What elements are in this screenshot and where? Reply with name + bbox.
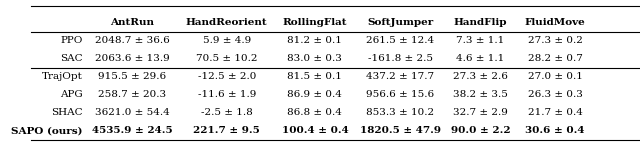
Text: 70.5 ± 10.2: 70.5 ± 10.2: [196, 54, 257, 63]
Text: HandReorient: HandReorient: [186, 18, 268, 27]
Text: 7.3 ± 1.1: 7.3 ± 1.1: [456, 36, 505, 45]
Text: 38.2 ± 3.5: 38.2 ± 3.5: [453, 90, 508, 99]
Text: 21.7 ± 0.4: 21.7 ± 0.4: [527, 108, 582, 117]
Text: 956.6 ± 15.6: 956.6 ± 15.6: [366, 90, 434, 99]
Text: RollingFlat: RollingFlat: [283, 18, 347, 27]
Text: 26.3 ± 0.3: 26.3 ± 0.3: [527, 90, 582, 99]
Text: 86.9 ± 0.4: 86.9 ± 0.4: [287, 90, 342, 99]
Text: FluidMove: FluidMove: [525, 18, 586, 27]
Text: 100.4 ± 0.4: 100.4 ± 0.4: [282, 126, 348, 135]
Text: 221.7 ± 9.5: 221.7 ± 9.5: [193, 126, 260, 135]
Text: 81.2 ± 0.1: 81.2 ± 0.1: [287, 36, 342, 45]
Text: SAPO (ours): SAPO (ours): [11, 126, 83, 135]
Text: 28.2 ± 0.7: 28.2 ± 0.7: [527, 54, 582, 63]
Text: 30.6 ± 0.4: 30.6 ± 0.4: [525, 126, 585, 135]
Text: 437.2 ± 17.7: 437.2 ± 17.7: [366, 72, 434, 81]
Text: -12.5 ± 2.0: -12.5 ± 2.0: [198, 72, 256, 81]
Text: 32.7 ± 2.9: 32.7 ± 2.9: [453, 108, 508, 117]
Text: -161.8 ± 2.5: -161.8 ± 2.5: [367, 54, 433, 63]
Text: AntRun: AntRun: [111, 18, 154, 27]
Text: APG: APG: [60, 90, 83, 99]
Text: 4535.9 ± 24.5: 4535.9 ± 24.5: [92, 126, 173, 135]
Text: TrajOpt: TrajOpt: [42, 72, 83, 81]
Text: -11.6 ± 1.9: -11.6 ± 1.9: [198, 90, 256, 99]
Text: 81.5 ± 0.1: 81.5 ± 0.1: [287, 72, 342, 81]
Text: 2048.7 ± 36.6: 2048.7 ± 36.6: [95, 36, 170, 45]
Text: 27.3 ± 0.2: 27.3 ± 0.2: [527, 36, 582, 45]
Text: 4.6 ± 1.1: 4.6 ± 1.1: [456, 54, 505, 63]
Text: 915.5 ± 29.6: 915.5 ± 29.6: [99, 72, 166, 81]
Text: 261.5 ± 12.4: 261.5 ± 12.4: [366, 36, 434, 45]
Text: 86.8 ± 0.4: 86.8 ± 0.4: [287, 108, 342, 117]
Text: HandFlip: HandFlip: [454, 18, 508, 27]
Text: 27.3 ± 2.6: 27.3 ± 2.6: [453, 72, 508, 81]
Text: 1820.5 ± 47.9: 1820.5 ± 47.9: [360, 126, 440, 135]
Text: PPO: PPO: [60, 36, 83, 45]
Text: 853.3 ± 10.2: 853.3 ± 10.2: [366, 108, 434, 117]
Text: 90.0 ± 2.2: 90.0 ± 2.2: [451, 126, 510, 135]
Text: SHAC: SHAC: [51, 108, 83, 117]
Text: 27.0 ± 0.1: 27.0 ± 0.1: [527, 72, 582, 81]
Text: 3621.0 ± 54.4: 3621.0 ± 54.4: [95, 108, 170, 117]
Text: 5.9 ± 4.9: 5.9 ± 4.9: [203, 36, 251, 45]
Text: 2063.6 ± 13.9: 2063.6 ± 13.9: [95, 54, 170, 63]
Text: 258.7 ± 20.3: 258.7 ± 20.3: [99, 90, 166, 99]
Text: 83.0 ± 0.3: 83.0 ± 0.3: [287, 54, 342, 63]
Text: SoftJumper: SoftJumper: [367, 18, 433, 27]
Text: -2.5 ± 1.8: -2.5 ± 1.8: [201, 108, 253, 117]
Text: SAC: SAC: [60, 54, 83, 63]
